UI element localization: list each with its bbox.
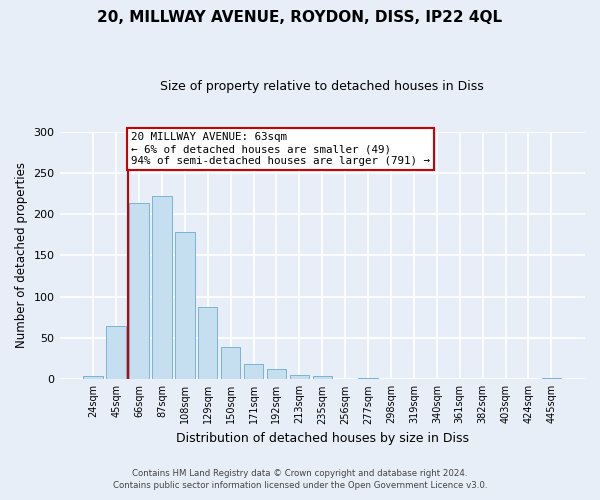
Bar: [542, 378, 561, 380]
Text: 20 MILLWAY AVENUE: 63sqm
← 6% of detached houses are smaller (49)
94% of semi-de: 20 MILLWAY AVENUE: 63sqm ← 6% of detache…: [131, 132, 430, 166]
Bar: [290, 375, 309, 380]
Bar: [198, 306, 217, 380]
X-axis label: Distribution of detached houses by size in Diss: Distribution of detached houses by size …: [176, 432, 469, 445]
Bar: [83, 376, 103, 380]
Bar: [244, 364, 263, 380]
Y-axis label: Number of detached properties: Number of detached properties: [15, 162, 28, 348]
Text: 20, MILLWAY AVENUE, ROYDON, DISS, IP22 4QL: 20, MILLWAY AVENUE, ROYDON, DISS, IP22 4…: [97, 10, 503, 25]
Bar: [313, 376, 332, 380]
Bar: [106, 326, 126, 380]
Title: Size of property relative to detached houses in Diss: Size of property relative to detached ho…: [160, 80, 484, 93]
Text: Contains HM Land Registry data © Crown copyright and database right 2024.
Contai: Contains HM Land Registry data © Crown c…: [113, 468, 487, 490]
Bar: [267, 368, 286, 380]
Bar: [175, 232, 194, 380]
Bar: [221, 347, 241, 380]
Bar: [152, 196, 172, 380]
Bar: [358, 378, 378, 380]
Bar: [129, 202, 149, 380]
